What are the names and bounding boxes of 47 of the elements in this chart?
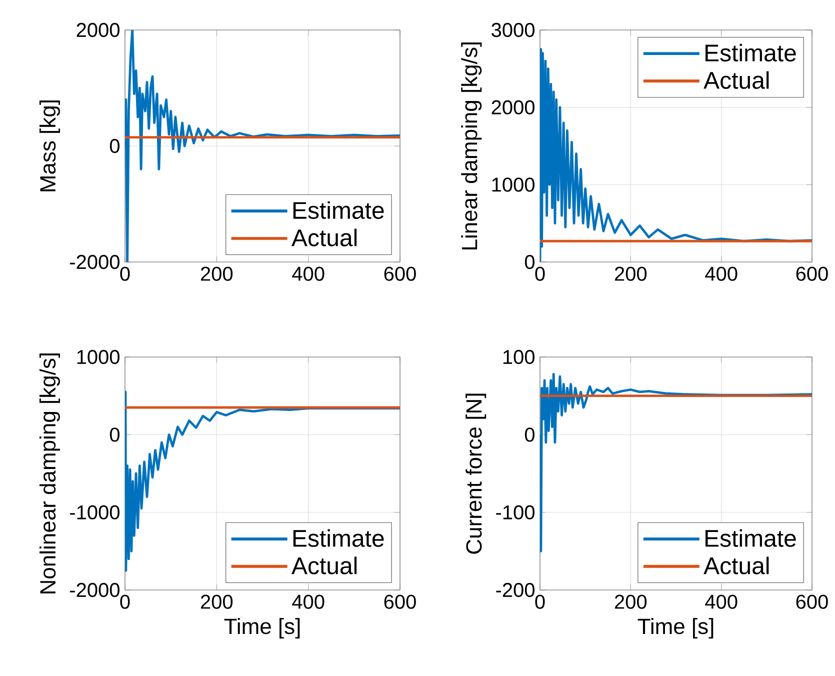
x-tick-label: 600: [796, 266, 828, 281]
line-series: [125, 30, 400, 262]
x-axis-title: Time [s]: [638, 618, 714, 639]
y-tick-label: 2000: [492, 100, 534, 114]
y-axis-title: Linear damping [kg/s]: [461, 42, 482, 250]
x-tick-label: 400: [292, 266, 324, 281]
x-tick-label: 0: [535, 594, 545, 609]
x-tick-label: 0: [120, 266, 130, 281]
y-axis-title: Current force [N]: [466, 394, 486, 554]
y-tick-label: -200: [496, 582, 534, 598]
x-tick-label: 600: [796, 594, 828, 609]
y-tick-label: 3000: [492, 22, 534, 38]
y-axis-title: Nonlinear damping [kg/s]: [39, 353, 60, 594]
y-tick-label: 1000: [77, 350, 120, 364]
y-tick-label: 100: [503, 350, 534, 364]
x-tick-label: 200: [614, 266, 647, 281]
y-tick-label: -2000: [70, 582, 120, 598]
y-tick-label: -100: [496, 505, 534, 520]
y-tick-label: 0: [524, 254, 535, 270]
y-tick-label: 1000: [492, 178, 534, 192]
legend-label: Estimate: [293, 529, 384, 547]
y-tick-label: 0: [110, 428, 120, 442]
y-tick-label: -1000: [70, 505, 120, 520]
x-tick-label: 400: [705, 594, 738, 609]
x-tick-label: 200: [200, 594, 233, 609]
x-tick-label: 200: [614, 594, 647, 609]
x-tick-label: 600: [384, 594, 416, 609]
legend-label: Actual: [292, 556, 357, 574]
legend-label: Estimate: [293, 201, 384, 219]
y-tick-label: 0: [110, 138, 120, 154]
y-tick-label: -2000: [70, 254, 120, 270]
x-tick-label: 600: [384, 266, 416, 281]
x-tick-label: 0: [120, 594, 130, 609]
x-tick-label: 200: [200, 266, 233, 281]
legend-label: Estimate: [706, 44, 796, 62]
x-axis-title: Time [s]: [224, 618, 300, 639]
y-tick-label: 2000: [76, 22, 120, 38]
legend-label: Actual: [292, 228, 357, 246]
legend-label: Estimate: [706, 529, 796, 547]
y-tick-label: 0: [524, 428, 534, 442]
x-tick-label: 400: [292, 594, 324, 609]
x-tick-label: 400: [705, 266, 738, 281]
legend-label: Actual: [704, 71, 769, 89]
x-tick-label: 0: [535, 266, 545, 281]
y-axis-title: Mass [kg]: [39, 100, 60, 192]
legend-label: Actual: [704, 556, 769, 574]
line-series: [540, 372, 812, 552]
